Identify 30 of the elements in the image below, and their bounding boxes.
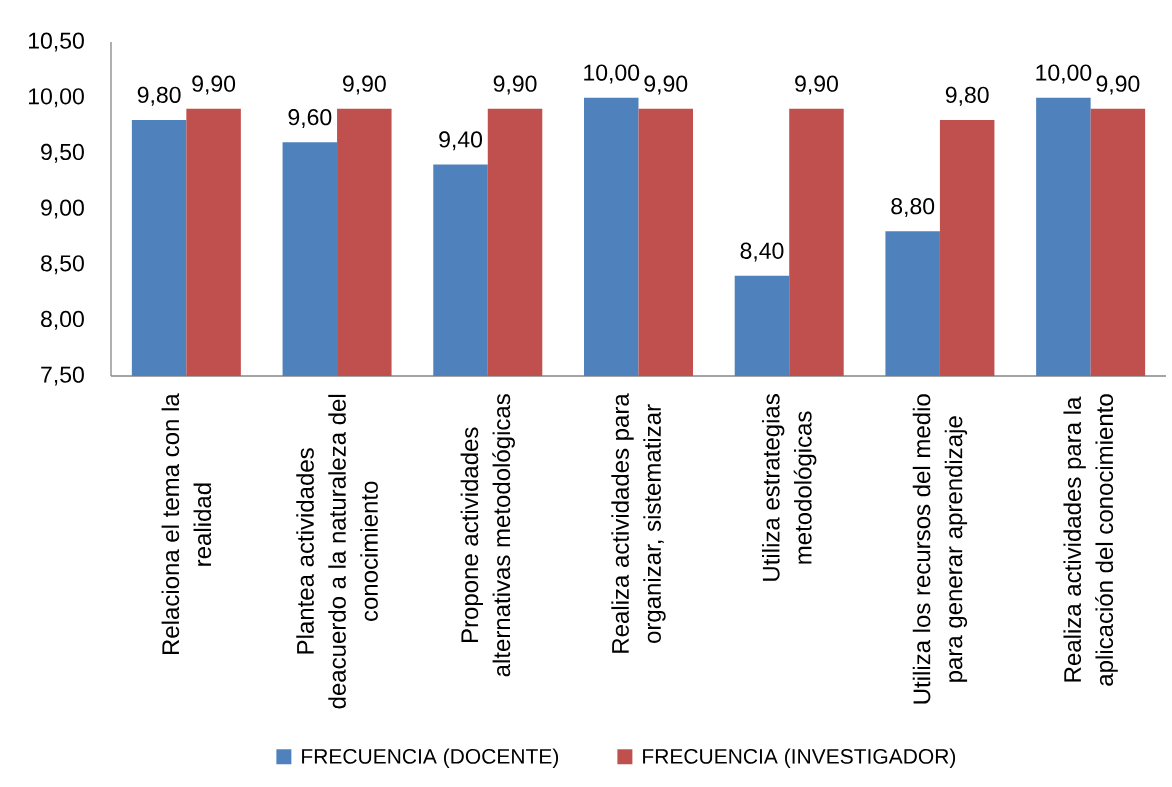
- data-label: 9,80: [945, 86, 989, 106]
- y-tick-label: 9,50: [41, 143, 84, 163]
- y-tick-label: 8,50: [41, 255, 84, 275]
- x-tick-label: Plantea actividades deacuerdo a la naturaleza del conocimiento: [296, 394, 378, 709]
- legend-label: FRECUENCIA (INVESTIGADOR): [643, 748, 956, 768]
- y-tick-label: 8,00: [41, 310, 84, 330]
- y-tick-label: 10,00: [29, 88, 84, 108]
- data-label: 9,90: [795, 75, 838, 95]
- data-label: 8,40: [740, 242, 784, 262]
- data-label: 9,90: [1096, 75, 1140, 95]
- y-tick-label: 7,50: [41, 366, 84, 386]
- data-label: 9,80: [137, 86, 181, 106]
- x-tick-label: Propone actividades alternativas metodológicas: [460, 394, 515, 677]
- data-label: 9,90: [192, 75, 236, 95]
- data-label: 9,90: [493, 75, 537, 95]
- data-label: 8,80: [891, 198, 935, 218]
- x-tick-label: Utiliza los recursos del medio para generar aprendizaje: [912, 394, 968, 704]
- x-tick-label: Utiliza estrategias metodológicas: [762, 394, 817, 581]
- legend-label: FRECUENCIA (DOCENTE): [302, 748, 559, 768]
- data-label: 10,00: [1036, 64, 1092, 84]
- data-label: 9,40: [439, 131, 483, 151]
- data-label: 10,00: [584, 64, 640, 84]
- x-tick-label: Realiza actividades para la aplicación del conocimiento: [1063, 394, 1118, 686]
- data-label: 9,90: [644, 75, 688, 95]
- data-label: 9,60: [288, 109, 332, 128]
- y-tick-label: 9,00: [41, 199, 84, 219]
- y-tick-label: 10,50: [29, 32, 84, 52]
- x-tick-label: Realiza actividades para organizar, sistematizar: [611, 393, 666, 653]
- data-label: 9,90: [343, 75, 386, 95]
- x-tick-label: Relaciona el tema con la realidad: [161, 393, 212, 655]
